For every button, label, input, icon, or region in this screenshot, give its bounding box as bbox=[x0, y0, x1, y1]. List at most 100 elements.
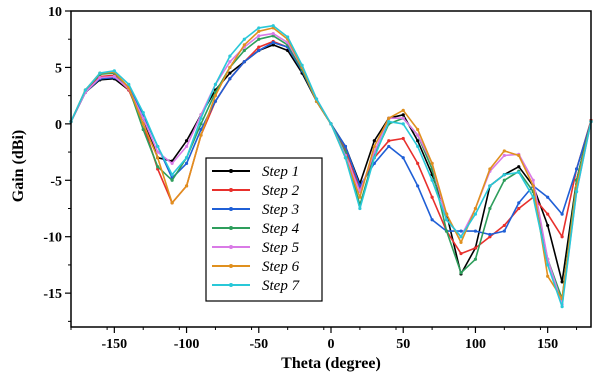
data-point bbox=[141, 110, 145, 115]
x-tick-label: 150 bbox=[537, 337, 558, 352]
data-point bbox=[488, 232, 492, 237]
series-line-1 bbox=[70, 44, 592, 283]
data-point bbox=[343, 156, 348, 160]
x-tick-label: -100 bbox=[174, 337, 200, 352]
x-tick-label: 0 bbox=[328, 337, 335, 352]
data-point bbox=[473, 229, 478, 233]
data-point bbox=[127, 82, 131, 86]
legend-marker bbox=[229, 226, 233, 230]
data-point bbox=[401, 108, 405, 112]
data-point bbox=[546, 212, 550, 216]
y-tick-label: 0 bbox=[55, 118, 62, 133]
data-point bbox=[213, 82, 218, 86]
legend-label: Step 1 bbox=[262, 164, 299, 180]
data-point bbox=[517, 206, 521, 211]
data-point bbox=[213, 94, 218, 98]
data-point bbox=[141, 116, 145, 120]
data-point bbox=[184, 144, 189, 149]
data-point bbox=[156, 150, 160, 154]
data-point bbox=[257, 37, 261, 41]
data-point bbox=[473, 206, 478, 211]
series-line-4 bbox=[70, 34, 592, 300]
data-point bbox=[170, 173, 174, 177]
data-point bbox=[546, 223, 550, 228]
legend-marker bbox=[229, 169, 233, 173]
data-point bbox=[98, 75, 102, 80]
data-point bbox=[358, 184, 362, 188]
data-point bbox=[156, 144, 160, 149]
data-point bbox=[170, 178, 174, 182]
data-point bbox=[517, 165, 521, 169]
y-tick-label: -5 bbox=[50, 174, 62, 189]
x-tick-label: -150 bbox=[101, 337, 127, 352]
data-point bbox=[574, 167, 579, 171]
data-point bbox=[473, 257, 478, 261]
data-point bbox=[98, 71, 102, 75]
data-point bbox=[560, 305, 564, 309]
data-point bbox=[546, 263, 550, 267]
data-point bbox=[199, 133, 203, 137]
data-point bbox=[242, 60, 246, 64]
data-point bbox=[444, 229, 449, 233]
data-point bbox=[416, 127, 420, 132]
data-point bbox=[387, 139, 391, 143]
data-point bbox=[531, 195, 535, 199]
series-line-6 bbox=[70, 27, 592, 300]
data-point bbox=[488, 184, 492, 188]
plot-lines bbox=[69, 24, 593, 309]
data-point bbox=[473, 212, 478, 216]
data-point bbox=[459, 271, 463, 275]
data-point bbox=[242, 43, 246, 47]
data-point bbox=[430, 161, 434, 165]
data-point bbox=[184, 139, 189, 143]
data-point bbox=[170, 201, 174, 205]
data-point bbox=[156, 165, 160, 169]
data-point bbox=[199, 116, 203, 120]
data-point bbox=[560, 235, 564, 239]
y-tick-label: 10 bbox=[48, 5, 62, 20]
legend-box bbox=[205, 157, 323, 302]
data-point bbox=[416, 161, 420, 165]
data-point bbox=[401, 136, 405, 141]
data-point bbox=[574, 189, 579, 194]
series-line-7 bbox=[70, 24, 592, 308]
data-point bbox=[517, 201, 521, 205]
legend-marker bbox=[229, 283, 233, 287]
data-point bbox=[546, 274, 550, 278]
data-point bbox=[271, 24, 275, 28]
legend-label: Step 4 bbox=[262, 221, 300, 237]
data-point bbox=[271, 41, 275, 45]
data-point bbox=[228, 60, 232, 64]
data-point bbox=[502, 229, 506, 233]
x-axis-title: Theta (degree) bbox=[281, 355, 381, 372]
data-point bbox=[300, 63, 304, 67]
legend-marker bbox=[229, 264, 233, 268]
data-point bbox=[372, 144, 376, 149]
data-point bbox=[83, 88, 88, 92]
y-tick-label: -15 bbox=[43, 287, 62, 302]
data-point bbox=[156, 156, 160, 160]
x-tick-label: 50 bbox=[396, 337, 410, 352]
data-point bbox=[416, 139, 420, 143]
legend-label: Step 7 bbox=[262, 278, 301, 294]
y-tick-label: -10 bbox=[43, 231, 62, 246]
data-point bbox=[387, 120, 391, 124]
data-point bbox=[242, 37, 246, 41]
data-point bbox=[444, 218, 449, 222]
data-point bbox=[141, 122, 145, 126]
data-point bbox=[372, 156, 376, 160]
data-point bbox=[444, 212, 449, 216]
data-point bbox=[459, 229, 463, 233]
legend-marker bbox=[229, 207, 233, 211]
series-line-2 bbox=[70, 40, 592, 255]
data-point bbox=[228, 54, 232, 58]
data-point bbox=[459, 235, 463, 239]
data-point bbox=[372, 139, 376, 143]
data-point bbox=[560, 280, 564, 284]
data-point bbox=[502, 149, 506, 153]
data-point bbox=[517, 153, 521, 158]
data-point bbox=[502, 178, 506, 182]
data-point bbox=[430, 218, 434, 222]
